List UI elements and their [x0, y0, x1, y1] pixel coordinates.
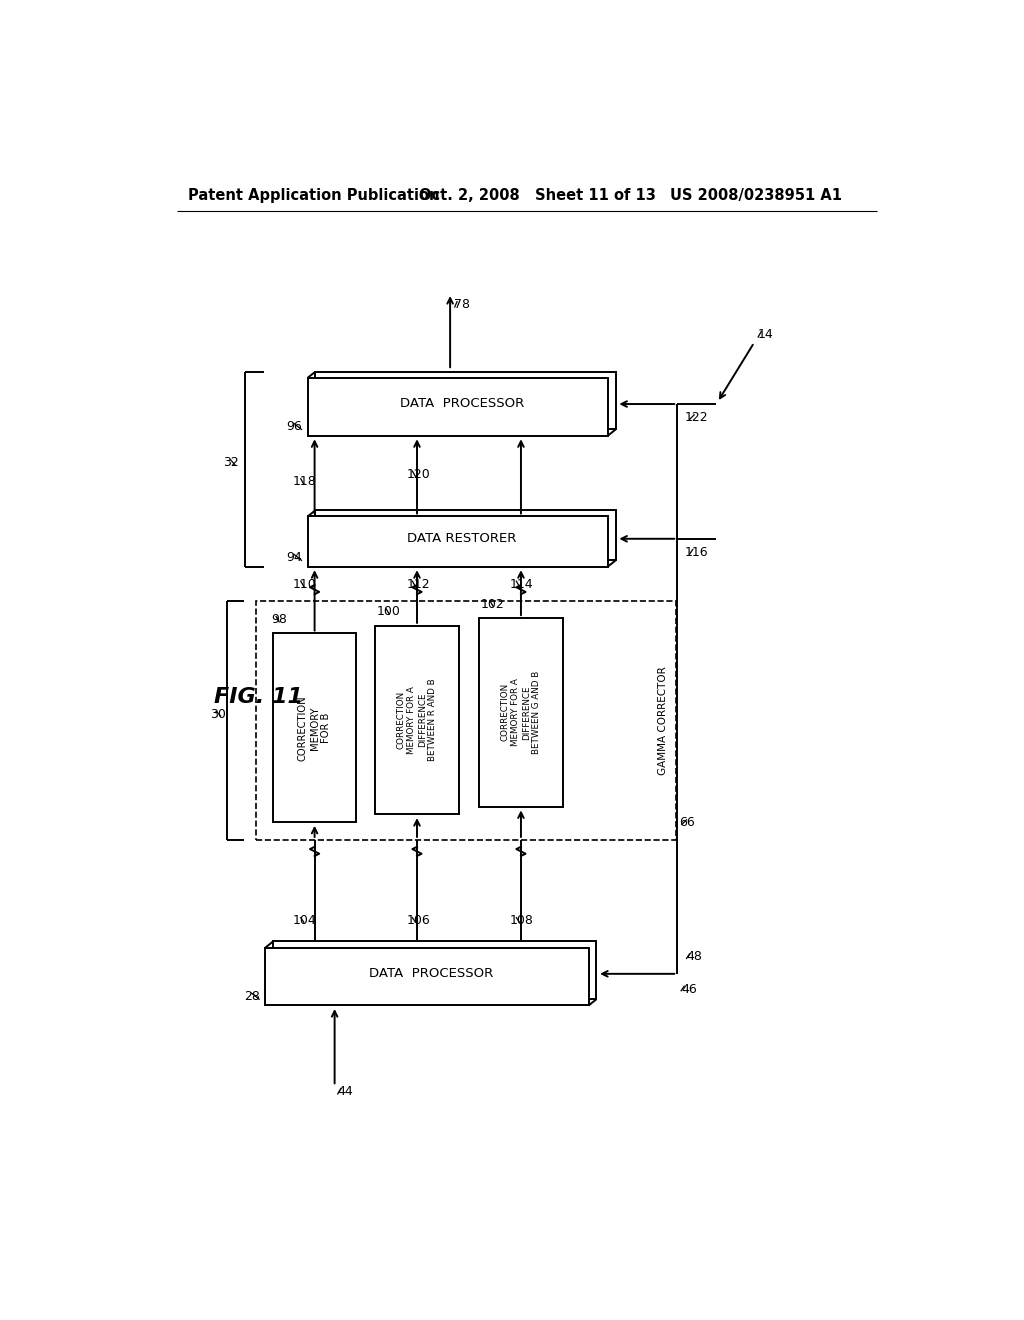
Text: DATA  PROCESSOR: DATA PROCESSOR [399, 397, 524, 411]
Text: 102: 102 [481, 598, 505, 611]
Text: 44: 44 [338, 1085, 353, 1098]
Text: 112: 112 [407, 578, 430, 591]
Text: 96: 96 [286, 420, 302, 433]
Text: 78: 78 [454, 298, 470, 312]
Text: CORRECTION
MEMORY
FOR B: CORRECTION MEMORY FOR B [298, 696, 331, 760]
Text: 120: 120 [407, 467, 430, 480]
Text: CORRECTION
MEMORY FOR A
DIFFERENCE
BETWEEN R AND B: CORRECTION MEMORY FOR A DIFFERENCE BETWE… [397, 678, 437, 762]
Text: DATA  PROCESSOR: DATA PROCESSOR [369, 968, 493, 979]
Text: 122: 122 [685, 412, 709, 425]
Bar [307, 516, 608, 566]
Text: 110: 110 [293, 578, 316, 591]
Bar [265, 948, 589, 1006]
Text: 118: 118 [293, 475, 316, 488]
Text: CORRECTION
MEMORY FOR A
DIFFERENCE
BETWEEN G AND B: CORRECTION MEMORY FOR A DIFFERENCE BETWE… [501, 671, 541, 754]
Bar [273, 941, 596, 999]
Text: 116: 116 [685, 546, 709, 560]
Bar [479, 618, 562, 807]
Text: 94: 94 [286, 550, 302, 564]
Text: DATA RESTORER: DATA RESTORER [407, 532, 516, 545]
Bar [315, 372, 615, 429]
Text: 14: 14 [758, 329, 774, 342]
Text: 32: 32 [223, 457, 239, 470]
Bar [307, 378, 608, 436]
Text: 108: 108 [510, 915, 535, 927]
Text: 106: 106 [407, 915, 430, 927]
Text: 114: 114 [510, 578, 534, 591]
Text: 46: 46 [681, 982, 697, 995]
Text: GAMMA CORRECTOR: GAMMA CORRECTOR [658, 667, 669, 775]
Text: US 2008/0238951 A1: US 2008/0238951 A1 [670, 187, 842, 203]
Bar [315, 511, 615, 561]
Text: 98: 98 [271, 612, 288, 626]
Text: FIG. 11: FIG. 11 [214, 688, 303, 708]
Text: Patent Application Publication: Patent Application Publication [188, 187, 440, 203]
Bar [273, 634, 356, 822]
Text: 100: 100 [377, 606, 400, 619]
Text: Oct. 2, 2008   Sheet 11 of 13: Oct. 2, 2008 Sheet 11 of 13 [419, 187, 656, 203]
Text: 48: 48 [686, 950, 702, 964]
Bar [256, 601, 676, 840]
Text: 104: 104 [293, 915, 316, 927]
Text: 30: 30 [210, 708, 225, 721]
Text: 66: 66 [680, 816, 695, 829]
Text: 28: 28 [244, 990, 260, 1003]
Bar [376, 626, 459, 814]
